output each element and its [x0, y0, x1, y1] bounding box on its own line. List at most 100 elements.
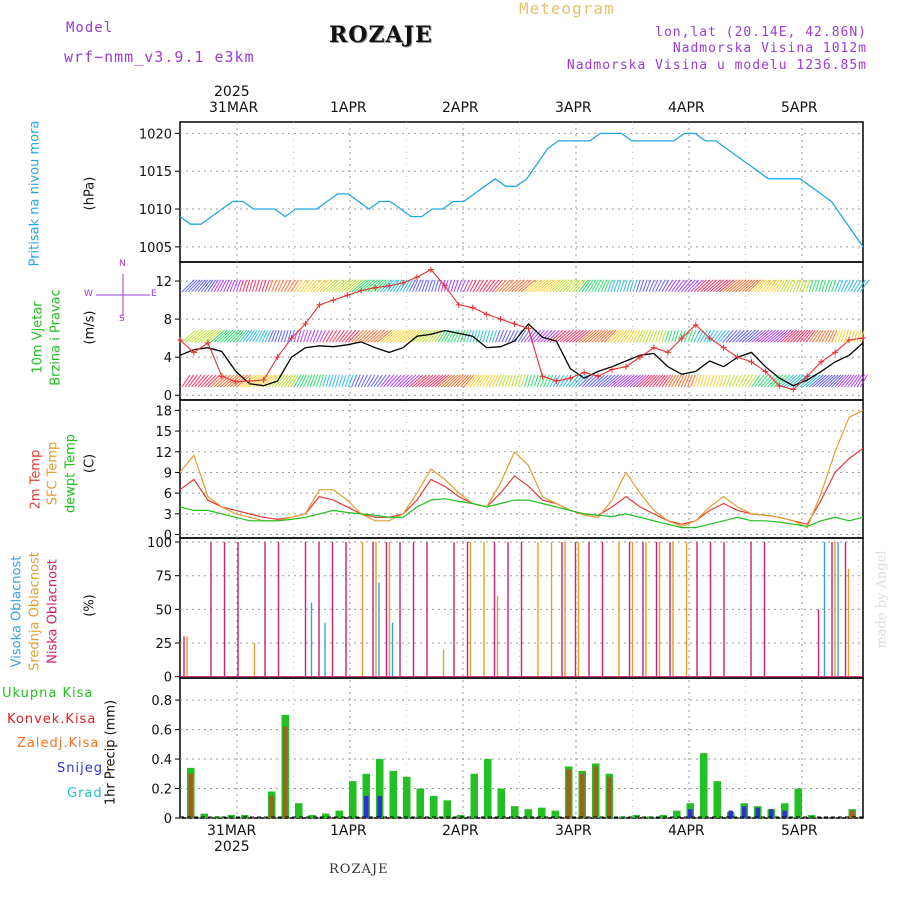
wind-barb	[715, 374, 721, 388]
cloud-tick-label: 0	[164, 671, 172, 686]
wind-barb	[267, 279, 274, 292]
wind-barb	[463, 279, 470, 292]
compass-s: S	[119, 314, 125, 324]
wind-barb	[658, 374, 669, 388]
wind-barb	[485, 279, 496, 293]
wind-barb	[690, 374, 696, 388]
wind-barb	[623, 329, 633, 343]
pressure-frame	[179, 121, 864, 263]
wind-barb	[507, 374, 513, 388]
footer-station: ROZAJE	[329, 862, 389, 877]
wind-barb	[283, 330, 289, 343]
wind-barb	[392, 374, 406, 388]
wind-barb	[271, 279, 278, 292]
wind-barb	[818, 279, 823, 292]
temp-tick-label: 0	[164, 529, 172, 544]
wind-barb	[482, 374, 491, 388]
wind-barb	[677, 279, 689, 293]
temp-tick-label: 12	[155, 446, 172, 461]
wind-barb	[811, 279, 817, 292]
wind-barb	[197, 279, 209, 293]
wind-barb	[853, 330, 859, 343]
wind-barb	[351, 329, 364, 343]
wind-barb	[415, 279, 422, 292]
precip-frame	[179, 677, 864, 819]
wind-barb	[773, 279, 783, 293]
wind-barb	[396, 329, 411, 343]
wind-barb	[626, 329, 635, 343]
temp-tick-label: 15	[155, 425, 172, 440]
wind-barb	[293, 374, 302, 388]
wind-barb	[623, 279, 628, 292]
pressure-tick-label: 1010	[139, 203, 172, 218]
wind-barb	[540, 279, 555, 293]
wind-barb	[603, 279, 610, 292]
wind-barb	[303, 279, 315, 293]
wind-barb	[498, 330, 505, 343]
wind-barb	[299, 374, 307, 388]
wind-barb	[226, 329, 239, 343]
wind-barb	[856, 374, 866, 388]
wind-barb	[578, 279, 589, 293]
wind-barb	[722, 279, 738, 293]
bottom-date-3apr: 3APR	[555, 823, 592, 839]
wind-barb	[783, 374, 798, 388]
wind-barb	[376, 374, 387, 388]
wind-barb	[328, 329, 338, 343]
wind-barb	[424, 374, 440, 388]
wind-barb	[760, 279, 772, 293]
wind-barb	[264, 279, 270, 292]
wind-gust-marker	[413, 274, 420, 281]
wind-barb	[674, 279, 685, 293]
wind-gust-marker	[846, 337, 853, 344]
wind-barb	[312, 279, 326, 293]
wind-barb	[303, 374, 310, 388]
wind-tick-label: 8	[164, 313, 172, 328]
wind-barb	[380, 329, 396, 343]
wind-barb	[837, 330, 843, 343]
wind-barb	[283, 374, 294, 388]
wind-gust-marker	[860, 335, 866, 342]
wind-barb	[453, 279, 459, 292]
wind-barb	[437, 374, 453, 388]
wind-barb	[757, 374, 769, 388]
wind-barb	[322, 374, 328, 388]
wind-barb	[667, 330, 673, 343]
wind-barb	[408, 279, 416, 293]
wind-barb	[581, 374, 595, 388]
wind-barb	[760, 374, 772, 388]
wind-barb	[664, 279, 674, 293]
wind-barb	[261, 330, 269, 343]
wind-barb	[751, 279, 764, 293]
wind-barb	[757, 279, 770, 293]
wind-barb	[556, 329, 571, 343]
wind-barb	[696, 330, 704, 343]
wind-barb	[194, 279, 206, 293]
wind-barb	[581, 279, 591, 293]
wind-gust-marker	[706, 335, 713, 342]
wind-barb	[338, 329, 349, 343]
wind-barb	[239, 279, 244, 292]
wind-barb	[373, 279, 387, 293]
wind-barb	[277, 330, 283, 343]
wind-barb	[411, 279, 419, 293]
wind-barb	[760, 329, 776, 343]
wind-barb	[655, 374, 666, 388]
wind-barb	[207, 279, 217, 293]
wind-barb	[575, 329, 591, 343]
wind-barb	[287, 279, 296, 293]
wind-barb	[709, 329, 719, 343]
wind-barb	[699, 374, 705, 388]
wind-barb	[232, 329, 245, 343]
wind-barb	[335, 279, 351, 293]
wind-barb	[693, 279, 707, 293]
wind-barb	[331, 374, 337, 388]
wind-barb	[696, 279, 711, 293]
wind-barb	[251, 329, 261, 343]
wind-barb	[706, 374, 711, 388]
wind-barb	[488, 279, 500, 293]
model-name: wrf−nmm_v3.9.1 e3km	[64, 48, 255, 66]
wind-barb	[268, 374, 281, 388]
watermark: made by Angel	[874, 550, 890, 649]
wind-barb	[504, 374, 510, 388]
